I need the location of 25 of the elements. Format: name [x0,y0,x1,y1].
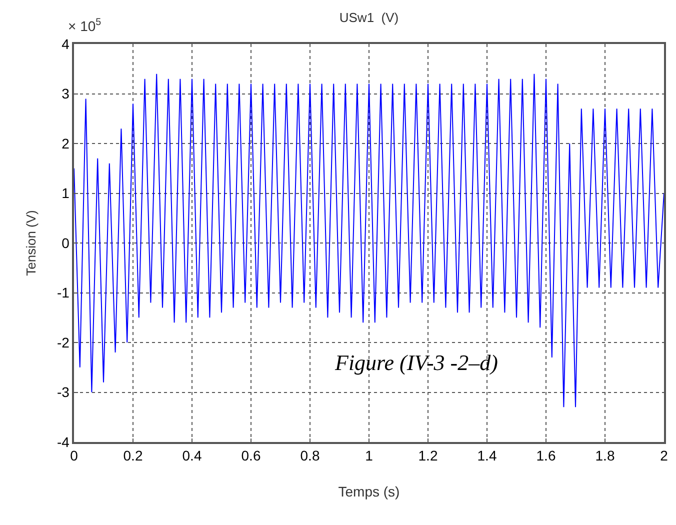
y-tick-label: -1 [56,284,70,301]
x-tick-label: 1 [365,448,374,464]
chart-title: USw1 (V) [339,10,399,26]
x-tick-label: 0.4 [182,448,202,464]
x-tick-label: 1.8 [595,448,615,464]
text: × 10$^{5}$ [68,17,102,34]
x-tick-label: 2 [660,448,668,464]
y-tick-label: 1 [62,185,70,202]
y-axis-title: Tension (V) [23,210,38,276]
x-tick-label: 1.2 [418,448,438,464]
y-tick-label: -3 [56,384,70,400]
line-series [74,73,664,408]
y-tick-label: 3 [62,86,70,102]
x-axis-title: Temps (s) [338,483,400,500]
y-tick-label: 2 [62,135,70,152]
y-tick-label: -2 [56,334,70,350]
x-tick-label: 0.6 [241,448,261,464]
x-tick-label: 0.8 [300,448,320,464]
y-tick-label: 0 [62,234,70,251]
x-tick-label: 1.6 [536,448,556,464]
x-tick-label: 0.2 [123,448,143,464]
y-tick-label: 4 [62,36,70,52]
y-tick-label: -4 [56,434,70,450]
x-tick-label: 1.4 [477,448,497,464]
annotation: Figure (IV-3 -2–d) [334,350,498,375]
